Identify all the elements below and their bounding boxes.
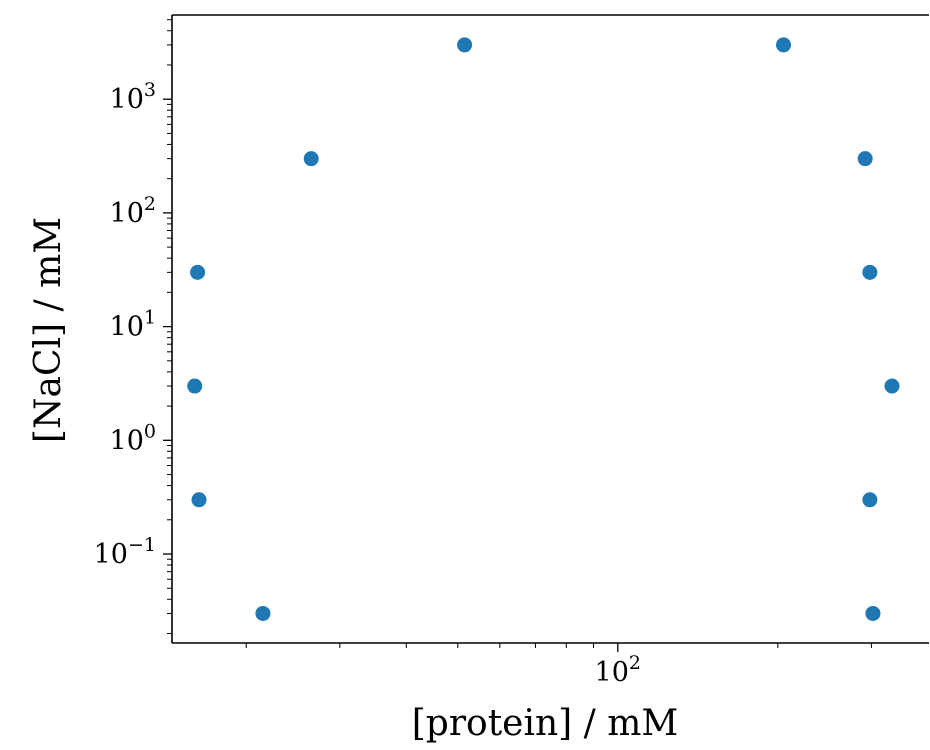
data-point xyxy=(187,378,203,394)
data-point xyxy=(255,605,271,621)
y-tick-label: 103 xyxy=(110,79,156,115)
y-tick-label: 10−1 xyxy=(94,534,156,570)
y-tick-label: 100 xyxy=(110,420,156,456)
y-tick-label: 102 xyxy=(110,193,156,229)
data-point xyxy=(191,492,207,508)
plot-area xyxy=(171,14,929,644)
data-point xyxy=(862,264,878,280)
data-point xyxy=(857,151,873,167)
data-points xyxy=(187,37,900,621)
data-point xyxy=(457,37,473,53)
x-axis-label: [protein] / mM xyxy=(412,703,679,744)
data-point xyxy=(303,151,319,167)
y-tick-label: 101 xyxy=(110,307,156,343)
x-axis-ticks: 102 xyxy=(245,643,872,688)
x-tick-label: 102 xyxy=(595,652,641,688)
data-point xyxy=(865,605,881,621)
data-point xyxy=(862,492,878,508)
data-point xyxy=(190,264,206,280)
data-point xyxy=(884,378,900,394)
data-point xyxy=(776,37,792,53)
y-axis-label: [NaCl] / mM xyxy=(28,217,69,443)
y-axis-ticks: 10−1 100 101 102 103 xyxy=(94,19,172,635)
